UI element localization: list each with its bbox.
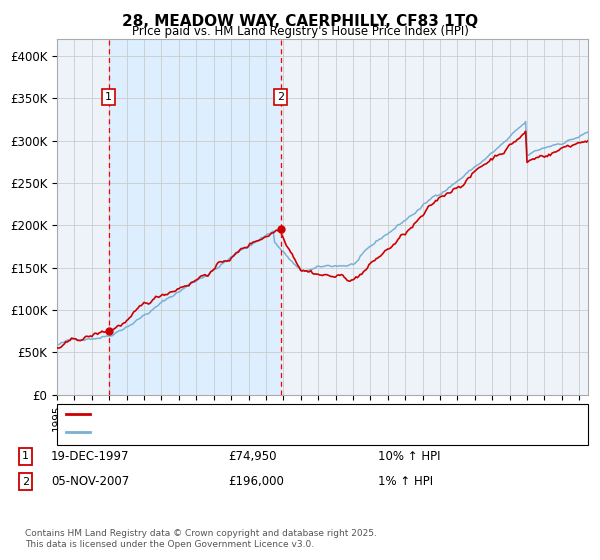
Text: £74,950: £74,950 (228, 450, 277, 463)
Text: £196,000: £196,000 (228, 475, 284, 488)
Text: 28, MEADOW WAY, CAERPHILLY, CF83 1TQ (detached house): 28, MEADOW WAY, CAERPHILLY, CF83 1TQ (de… (94, 409, 409, 419)
Text: 05-NOV-2007: 05-NOV-2007 (51, 475, 129, 488)
Text: 2: 2 (277, 92, 284, 102)
Text: 1: 1 (105, 92, 112, 102)
Text: 19-DEC-1997: 19-DEC-1997 (51, 450, 130, 463)
Text: 1% ↑ HPI: 1% ↑ HPI (378, 475, 433, 488)
Text: HPI: Average price, detached house, Caerphilly: HPI: Average price, detached house, Caer… (94, 427, 340, 437)
Bar (109, 39, 281, 395)
Text: 2: 2 (22, 477, 29, 487)
Text: Price paid vs. HM Land Registry's House Price Index (HPI): Price paid vs. HM Land Registry's House … (131, 25, 469, 38)
Text: 1: 1 (22, 451, 29, 461)
Text: 10% ↑ HPI: 10% ↑ HPI (378, 450, 440, 463)
Text: Contains HM Land Registry data © Crown copyright and database right 2025.
This d: Contains HM Land Registry data © Crown c… (25, 529, 377, 549)
Text: 28, MEADOW WAY, CAERPHILLY, CF83 1TQ: 28, MEADOW WAY, CAERPHILLY, CF83 1TQ (122, 14, 478, 29)
